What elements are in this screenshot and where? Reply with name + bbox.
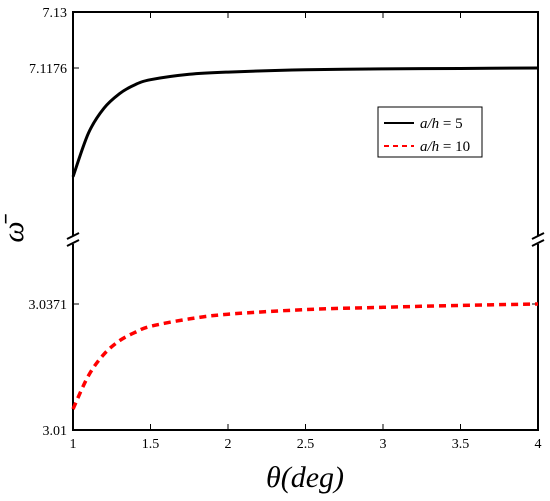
- axis-break-gap-right: [530, 236, 546, 244]
- y-tick-label-3-0371: 3.0371: [29, 298, 68, 313]
- legend: a/h = 5 a/h = 10: [377, 106, 483, 158]
- plot-frame: [72, 11, 539, 431]
- x-tick-label-1-5: 1.5: [142, 437, 160, 452]
- legend-label-a-h-10-value: = 10: [439, 139, 470, 155]
- series-layer: [71, 66, 539, 410]
- legend-label-a-h-10-var: a/h: [420, 139, 439, 155]
- x-tick-label-4: 4: [535, 437, 542, 452]
- series-line-a-h-10: [71, 302, 539, 410]
- legend-label-a-h-5-value: = 5: [439, 116, 462, 132]
- y-axis-title: ω̄: [0, 213, 30, 242]
- plot-area-border: [72, 11, 539, 431]
- x-tick-label-2: 2: [225, 437, 232, 452]
- series-line-a-h-5: [71, 66, 539, 178]
- axis-break-slash-left-2: [66, 239, 80, 247]
- axis-break-marks: [65, 232, 546, 247]
- axis-ticks: [72, 11, 539, 431]
- x-tick-label-3-5: 3.5: [452, 437, 470, 452]
- y-tick-label-3-01: 3.01: [43, 424, 68, 439]
- legend-label-a-h-10: a/h = 10: [420, 139, 470, 155]
- legend-label-a-h-5-var: a/h: [420, 116, 439, 132]
- x-axis-title: θ(deg): [266, 461, 344, 494]
- axis-break-slash-left-1: [66, 232, 80, 240]
- y-tick-label-7-13: 7.13: [43, 6, 68, 21]
- axis-break-slash-right-2: [531, 239, 545, 247]
- x-tick-label-1: 1: [70, 437, 77, 452]
- y-tick-label-7-1176: 7.1176: [29, 62, 67, 77]
- legend-box: [377, 106, 483, 158]
- tick-labels: 1 1.5 2 2.5 3 3.5 4 7.13 7.1176 3.0371 3.01: [29, 6, 542, 452]
- x-tick-label-2-5: 2.5: [297, 437, 315, 452]
- x-tick-label-3: 3: [380, 437, 387, 452]
- axis-break-slash-right-1: [531, 232, 545, 240]
- legend-label-a-h-5: a/h = 5: [420, 116, 463, 132]
- axis-break-gap-left: [65, 236, 81, 244]
